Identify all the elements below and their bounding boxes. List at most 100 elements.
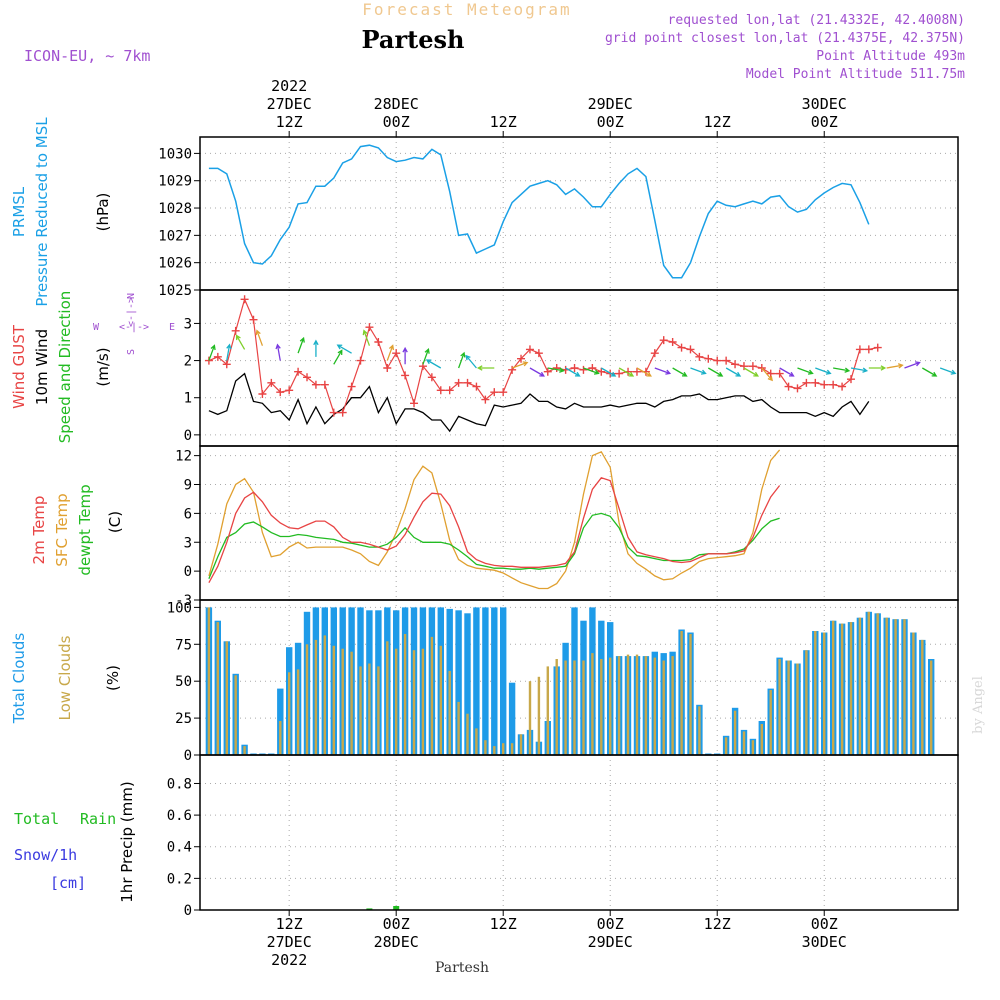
low-cloud-bar — [279, 721, 282, 755]
y-tick-label: 12 — [175, 449, 192, 465]
wind-arrow — [465, 354, 477, 369]
wind-10m-line — [208, 372, 870, 433]
low-cloud-bar — [537, 676, 541, 755]
low-cloud-bar — [582, 660, 585, 755]
time-label: 30DEC — [802, 95, 847, 113]
location-title: Partesh — [362, 25, 465, 54]
compass-e: E — [169, 322, 175, 333]
low-cloud-bar — [635, 654, 639, 755]
gust-marker — [231, 326, 240, 335]
wind-gust-line — [208, 297, 878, 414]
low-cloud-bar — [243, 746, 246, 755]
panel-frame — [199, 136, 959, 291]
gust-marker — [508, 365, 517, 374]
gust-marker — [383, 364, 392, 372]
panel-frame — [199, 289, 959, 447]
time-label: 00Z — [811, 915, 838, 933]
gust-marker — [668, 338, 677, 346]
time-label: 00Z — [597, 113, 624, 131]
gust-marker — [811, 378, 820, 387]
pressure-label-a: PRMSL — [10, 186, 28, 237]
gust-marker — [838, 382, 847, 391]
watermark: by Angel — [971, 676, 986, 734]
wind-arrow — [939, 367, 957, 375]
low-cloud-bar — [617, 656, 621, 755]
low-cloud-bar — [832, 620, 835, 755]
wind-gust-label: Wind GUST — [10, 324, 28, 409]
gust-marker — [748, 362, 757, 371]
temp-2m-line — [208, 477, 781, 584]
model-altitude: Model Point Altitude 511.75m — [746, 67, 965, 82]
y-tick-label: 0 — [184, 428, 192, 444]
y-tick-label: 1029 — [158, 174, 192, 190]
wind-arrow — [833, 367, 851, 373]
point-altitude: Point Altitude 493m — [816, 49, 965, 64]
precip-cm-label: [cm] — [50, 874, 86, 892]
total-cloud-bar — [482, 607, 489, 755]
low-cloud-bar — [296, 669, 300, 755]
low-cloud-bar — [698, 706, 701, 755]
low-cloud-bar — [885, 617, 888, 755]
pressure-label-b: Pressure Reduced to MSL — [33, 117, 51, 307]
gust-marker — [240, 295, 249, 304]
low-cloud-bar — [769, 690, 772, 755]
low-cloud-bar — [733, 710, 737, 755]
gust-marker — [490, 388, 499, 397]
y-tick-label: 100 — [167, 600, 192, 616]
gust-marker — [650, 349, 659, 358]
gust-marker — [820, 380, 829, 389]
wind-arrow — [297, 336, 305, 354]
sfc-temp-line — [208, 449, 781, 590]
low-cloud-bar — [216, 622, 219, 755]
low-cloud-bar — [760, 724, 763, 755]
low-cloud-bar — [368, 663, 371, 755]
low-cloud-bar — [484, 740, 487, 755]
gust-marker — [713, 356, 722, 365]
time-label: 2022 — [271, 951, 307, 969]
gust-marker — [445, 386, 454, 395]
wind-arrow — [815, 367, 832, 375]
low-cloud-bar — [519, 734, 523, 755]
pressure-line — [208, 144, 870, 279]
y-tick-label: 25 — [175, 711, 192, 727]
time-label: 12Z — [276, 915, 303, 933]
gust-marker — [392, 349, 401, 358]
y-tick-label: 0 — [184, 903, 192, 919]
wind-arrow — [422, 347, 430, 365]
gust-marker — [695, 352, 704, 361]
wind-arrow — [904, 361, 921, 369]
cloud-low-label: Low Clouds — [56, 635, 74, 720]
precip-labels: Total Rain Snow/1h [cm] 1hr Precip (mm) — [14, 781, 136, 902]
wind-arrow — [511, 361, 529, 369]
wind-arrow — [336, 344, 352, 354]
low-cloud-bar — [796, 663, 799, 755]
low-cloud-bar — [858, 617, 862, 755]
gust-marker — [784, 382, 793, 391]
time-label: 00Z — [597, 915, 624, 933]
y-tick-label: 9 — [184, 478, 192, 494]
grid-layer — [200, 137, 958, 910]
gust-marker — [267, 378, 276, 387]
low-cloud-bar — [823, 632, 826, 755]
low-cloud-bar — [377, 666, 380, 755]
y-tick-label: -3 — [175, 593, 192, 609]
total-cloud-bar — [491, 607, 498, 755]
low-cloud-bar — [314, 639, 318, 755]
cloud-total-label: Total Clouds — [10, 633, 28, 725]
axis-labels: 1025102610271028102910300123-30369120255… — [158, 77, 847, 969]
low-cloud-bar — [421, 648, 425, 755]
y-tick-label: 3 — [184, 535, 192, 551]
gust-marker — [873, 343, 882, 352]
low-cloud-bar — [502, 743, 505, 755]
wind-arrow — [654, 367, 672, 375]
y-tick-label: 1025 — [158, 283, 192, 299]
wind-arrow — [333, 349, 343, 365]
wind-arrow — [386, 344, 395, 361]
low-cloud-bar — [234, 675, 237, 755]
gust-marker — [436, 386, 445, 395]
gust-marker — [481, 395, 490, 404]
gust-marker — [855, 345, 864, 354]
low-cloud-bar — [466, 713, 469, 755]
y-tick-label: 0 — [184, 748, 192, 764]
compass-rose: N <-|-> S W <-|-> E — [93, 293, 175, 355]
